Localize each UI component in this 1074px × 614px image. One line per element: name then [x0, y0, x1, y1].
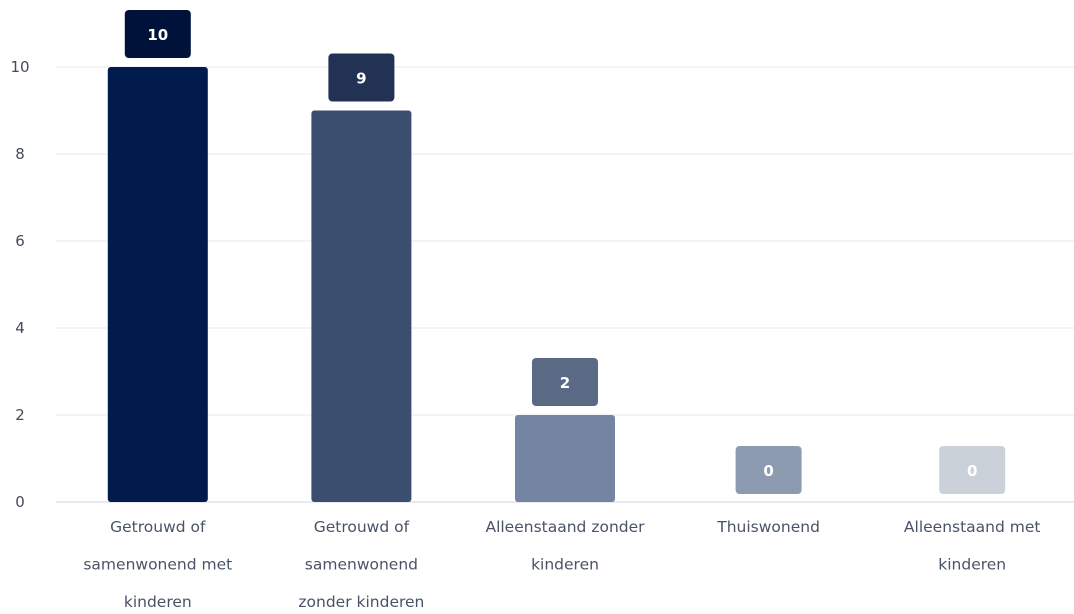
data-label-box: [532, 358, 598, 406]
data-label-box: [735, 446, 802, 494]
y-axis-ticks: 0 2 4 6 8 10: [10, 58, 29, 511]
bar: [515, 415, 615, 502]
bars: [107, 67, 615, 502]
x-tick-label: kinderen: [531, 556, 599, 574]
x-tick-label: samenwonend: [305, 556, 418, 574]
y-tick-label: 8: [15, 145, 25, 163]
x-tick-label: Alleenstaand zonder: [485, 518, 645, 536]
y-tick-label: 4: [15, 319, 25, 337]
x-axis-labels: Getrouwd of samenwonend met kinderen Getrou…: [83, 518, 1041, 611]
data-label: 0: [763, 462, 773, 480]
bar: [107, 67, 208, 502]
y-tick-label: 2: [15, 406, 25, 424]
data-label-box: [328, 53, 395, 102]
data-label: 0: [967, 462, 977, 480]
data-labels: 10 9 2 0 0: [124, 10, 1006, 494]
y-tick-label: 6: [15, 232, 25, 250]
x-tick-label: Getrouwd of: [314, 518, 410, 536]
x-tick-label: kinderen: [124, 593, 192, 610]
x-tick-label: kinderen: [938, 556, 1006, 574]
x-tick-label: zonder kinderen: [298, 593, 424, 610]
bar: [311, 110, 412, 502]
y-tick-label: 0: [15, 493, 25, 511]
x-tick-label: Getrouwd of: [110, 518, 206, 536]
data-label: 10: [147, 26, 168, 44]
data-label-box: [939, 446, 1006, 494]
x-tick-label: Thuiswonend: [716, 518, 820, 536]
y-tick-label: 10: [10, 58, 29, 76]
x-tick-label: Alleenstaand met: [904, 518, 1041, 536]
data-label: 2: [560, 374, 570, 392]
x-tick-label: samenwonend met: [83, 556, 232, 574]
data-label: 9: [356, 70, 366, 88]
data-label-box: [124, 10, 191, 58]
